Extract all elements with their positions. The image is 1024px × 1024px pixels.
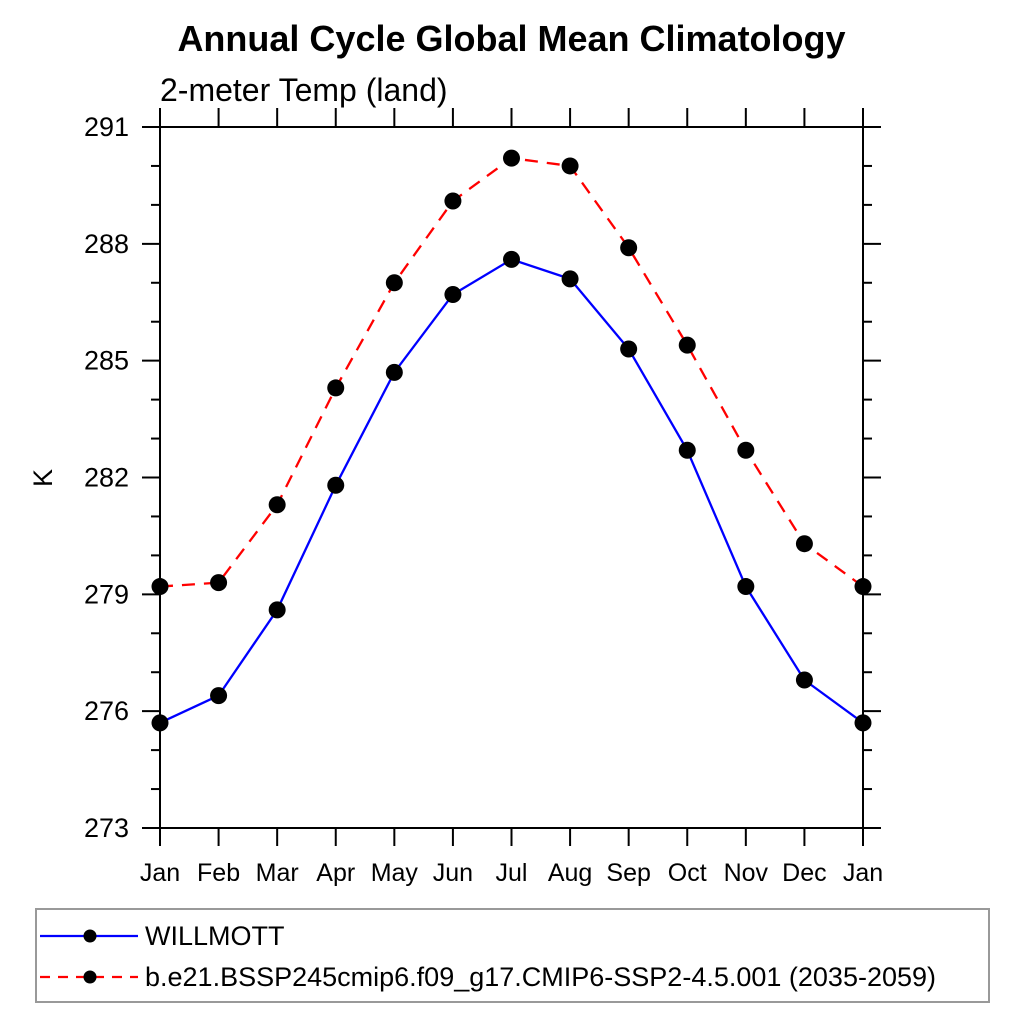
- data-point-marker: [385, 274, 403, 292]
- series-line-0: [159, 258, 864, 724]
- x-tick-label: Oct: [668, 859, 707, 887]
- x-tick-label: Apr: [316, 859, 355, 887]
- data-point-marker: [385, 363, 403, 381]
- legend: WILLMOTT b.e21.BSSP245cmip6.f09_g17.CMIP…: [35, 908, 990, 1003]
- data-point-marker: [620, 340, 638, 358]
- x-tick-label: May: [371, 859, 419, 887]
- chart-title: Annual Cycle Global Mean Climatology: [177, 18, 846, 59]
- series-line-1: [159, 156, 864, 588]
- data-point-marker: [444, 285, 462, 303]
- data-point-marker: [795, 671, 813, 689]
- x-tick-label: Feb: [197, 859, 240, 887]
- legend-marker-dot-icon: [83, 929, 97, 943]
- data-point-marker: [620, 239, 638, 257]
- data-point-marker: [268, 601, 286, 619]
- x-tick-label: Jan: [843, 859, 883, 887]
- legend-label-willmott: WILLMOTT: [145, 921, 285, 951]
- data-point-marker: [151, 714, 169, 732]
- y-tick-label: 279: [84, 579, 129, 609]
- data-point-marker: [737, 578, 755, 596]
- x-tick-label: Dec: [782, 859, 826, 887]
- data-point-marker: [268, 496, 286, 514]
- legend-line-sample-dashed: [40, 970, 138, 984]
- legend-line-sample-solid: [40, 929, 138, 943]
- data-point-marker: [795, 535, 813, 553]
- y-tick-label: 288: [84, 229, 129, 259]
- y-tick-label: 273: [84, 813, 129, 843]
- data-point-marker: [854, 714, 872, 732]
- data-point-marker: [503, 250, 520, 268]
- x-tick-label: Nov: [724, 859, 769, 887]
- x-tick-label: Jun: [433, 859, 473, 887]
- legend-item-willmott: WILLMOTT: [38, 921, 285, 951]
- data-point-marker: [151, 578, 169, 596]
- y-tick-label: 291: [84, 112, 129, 142]
- data-point-marker: [327, 379, 345, 397]
- legend-item-model: b.e21.BSSP245cmip6.f09_g17.CMIP6-SSP2-4.…: [38, 962, 936, 992]
- data-point-marker: [210, 687, 228, 705]
- y-tick-label: 276: [84, 696, 129, 726]
- y-tick-label: 282: [84, 463, 129, 493]
- data-point-marker: [678, 441, 696, 459]
- data-point-marker: [561, 157, 579, 175]
- x-tick-label: Aug: [548, 859, 592, 887]
- x-tick-label: Mar: [256, 859, 299, 887]
- legend-marker-dot-icon: [83, 970, 97, 984]
- plot-frame: [159, 126, 864, 829]
- data-point-marker: [854, 578, 872, 596]
- data-point-marker: [503, 149, 520, 167]
- data-point-marker: [561, 270, 579, 288]
- data-point-marker: [327, 476, 345, 494]
- chart-subtitle: 2-meter Temp (land): [160, 72, 448, 108]
- y-tick-label: 285: [84, 346, 129, 376]
- legend-label-model: b.e21.BSSP245cmip6.f09_g17.CMIP6-SSP2-4.…: [145, 962, 937, 992]
- data-point-marker: [210, 574, 228, 592]
- x-tick-label: Jul: [496, 859, 528, 887]
- x-tick-label: Jan: [140, 859, 180, 887]
- data-point-marker: [737, 441, 755, 459]
- x-tick-label: Sep: [606, 859, 650, 887]
- y-axis-title: K: [28, 469, 58, 487]
- data-point-marker: [678, 336, 696, 354]
- data-point-marker: [444, 192, 462, 210]
